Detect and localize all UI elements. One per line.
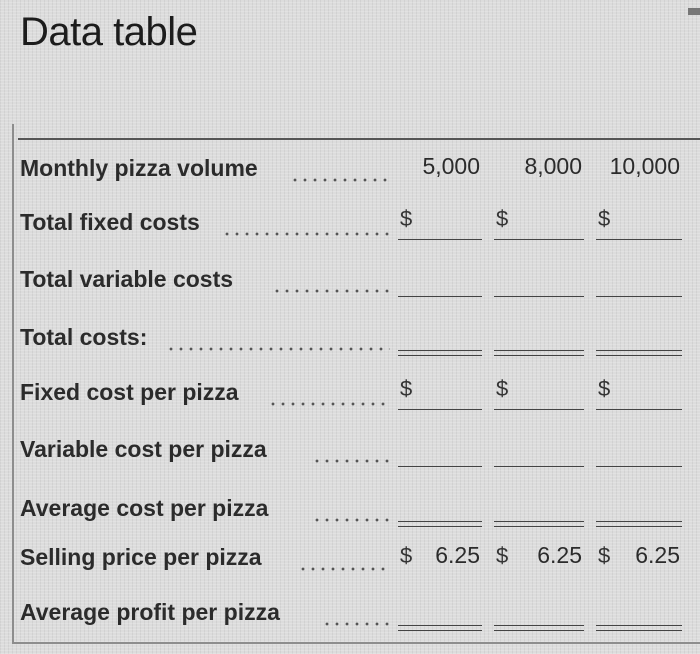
answer-cell[interactable] — [398, 317, 482, 357]
volume-value-2: 8,000 — [524, 153, 582, 179]
table-row-total-costs: Total costs: — [0, 317, 700, 357]
data-table-panel — [12, 124, 700, 644]
row-label: Average profit per pizza — [20, 599, 280, 625]
price-value-3: 6.25 — [635, 542, 680, 568]
dollar-sign: $ — [598, 543, 611, 568]
volume-value-3: 10,000 — [609, 153, 680, 179]
answer-line — [596, 466, 682, 467]
answer-line — [596, 409, 682, 410]
answer-cell[interactable] — [596, 317, 682, 357]
answer-line — [494, 409, 584, 410]
volume-cell-3: 10,000 — [596, 148, 682, 188]
dollar-sign: $ — [400, 543, 413, 568]
price-value-1: 6.25 — [435, 542, 480, 568]
dollar-sign: $ — [400, 206, 413, 231]
table-row-total-fixed-costs: Total fixed costs $ $ $ — [0, 202, 700, 242]
answer-cell[interactable] — [596, 592, 682, 632]
answer-cell[interactable]: $ — [398, 202, 482, 242]
window-edge-mark — [688, 8, 700, 15]
answer-cell[interactable] — [494, 429, 584, 469]
dot-leader — [322, 622, 390, 626]
dollar-sign: $ — [400, 376, 413, 401]
answer-cell[interactable] — [494, 259, 584, 299]
double-underline — [596, 521, 682, 527]
answer-line — [398, 296, 482, 297]
answer-cell[interactable] — [398, 429, 482, 469]
table-row-average-cost-per-pizza: Average cost per pizza — [0, 488, 700, 528]
answer-cell[interactable] — [494, 488, 584, 528]
double-underline — [398, 521, 482, 527]
double-underline — [398, 625, 482, 631]
table-top-rule — [18, 138, 700, 140]
answer-cell[interactable] — [494, 592, 584, 632]
volume-cell-1: 5,000 — [398, 148, 482, 188]
page-title: Data table — [20, 10, 198, 54]
table-row-variable-cost-per-pizza: Variable cost per pizza — [0, 429, 700, 469]
double-underline — [596, 350, 682, 356]
row-label: Total costs: — [20, 324, 148, 350]
row-label: Total fixed costs — [20, 209, 200, 235]
answer-cell[interactable] — [596, 259, 682, 299]
answer-cell[interactable]: $ — [398, 372, 482, 412]
price-cell-3: $ 6.25 — [596, 537, 682, 577]
dollar-sign: $ — [496, 543, 509, 568]
price-cell-2: $ 6.25 — [494, 537, 584, 577]
answer-line — [596, 296, 682, 297]
table-row-fixed-cost-per-pizza: Fixed cost per pizza $ $ $ — [0, 372, 700, 412]
double-underline — [398, 350, 482, 356]
answer-line — [494, 296, 584, 297]
double-underline — [596, 625, 682, 631]
answer-cell[interactable] — [494, 317, 584, 357]
dot-leader — [290, 178, 390, 182]
volume-cell-2: 8,000 — [494, 148, 584, 188]
answer-cell[interactable] — [398, 259, 482, 299]
table-row-average-profit-per-pizza: Average profit per pizza — [0, 592, 700, 632]
double-underline — [494, 350, 584, 356]
table-row-selling-price-per-pizza: Selling price per pizza $ 6.25 $ 6.25 $ … — [0, 537, 700, 577]
volume-value-1: 5,000 — [422, 153, 480, 179]
answer-cell[interactable] — [398, 488, 482, 528]
dot-leader — [272, 289, 390, 293]
answer-cell[interactable] — [398, 592, 482, 632]
dot-leader — [268, 402, 390, 406]
answer-cell[interactable] — [596, 429, 682, 469]
table-row-total-variable-costs: Total variable costs — [0, 259, 700, 299]
dot-leader — [222, 232, 390, 236]
row-label: Fixed cost per pizza — [20, 379, 239, 405]
dot-leader — [312, 459, 390, 463]
row-label: Variable cost per pizza — [20, 436, 267, 462]
answer-line — [398, 239, 482, 240]
dot-leader — [312, 518, 390, 522]
answer-line — [398, 409, 482, 410]
row-label: Monthly pizza volume — [20, 155, 258, 181]
dollar-sign: $ — [496, 206, 509, 231]
answer-cell[interactable]: $ — [494, 372, 584, 412]
answer-line — [596, 239, 682, 240]
dot-leader — [298, 567, 390, 571]
dot-leader — [166, 347, 390, 351]
answer-line — [494, 239, 584, 240]
answer-cell[interactable] — [596, 488, 682, 528]
answer-line — [398, 466, 482, 467]
answer-cell[interactable]: $ — [596, 202, 682, 242]
double-underline — [494, 625, 584, 631]
row-label: Total variable costs — [20, 266, 234, 292]
answer-cell[interactable]: $ — [596, 372, 682, 412]
price-cell-1: $ 6.25 — [398, 537, 482, 577]
answer-cell[interactable]: $ — [494, 202, 584, 242]
double-underline — [494, 521, 584, 527]
dollar-sign: $ — [598, 206, 611, 231]
row-label: Average cost per pizza — [20, 495, 269, 521]
price-value-2: 6.25 — [537, 542, 582, 568]
dollar-sign: $ — [598, 376, 611, 401]
answer-line — [494, 466, 584, 467]
row-label: Selling price per pizza — [20, 544, 262, 570]
dollar-sign: $ — [496, 376, 509, 401]
table-row-monthly-pizza-volume: Monthly pizza volume 5,000 8,000 10,000 — [0, 148, 700, 188]
